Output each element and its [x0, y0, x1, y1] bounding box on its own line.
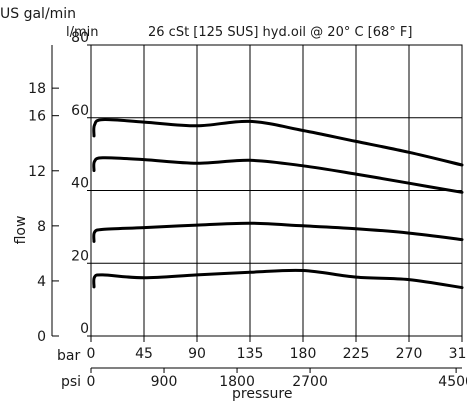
axis-layer: 0459013518022527031502040608004812161809… — [28, 30, 467, 390]
x-tick-label-bar: 0 — [87, 346, 96, 362]
x-tick-label-bar: 90 — [188, 346, 206, 362]
y-tick-label-lpm: 0 — [80, 321, 89, 337]
series-line-3 — [92, 221, 464, 243]
y-axis-title-gpm: US gal/min — [0, 6, 76, 22]
y-tick-label-gpm: 0 — [37, 329, 46, 345]
x-tick-label-bar: 135 — [237, 346, 264, 362]
x-tick-label-psi: 4500 — [438, 374, 467, 390]
series-line-1 — [92, 118, 464, 167]
series-layer — [92, 118, 464, 290]
grid-layer — [90, 44, 463, 337]
y-axis-title-lpm: l/min — [66, 25, 99, 40]
x-tick-label-psi: 900 — [151, 374, 178, 390]
series-line-4 — [92, 268, 464, 290]
y-axis-side-label: flow — [13, 216, 29, 245]
y-tick-label-gpm: 12 — [28, 164, 46, 180]
x-tick-label-psi: 0 — [87, 374, 96, 390]
x-tick-label-psi: 1800 — [219, 374, 255, 390]
x-tick-label-bar: 45 — [135, 346, 153, 362]
x-tick-label-bar: 270 — [396, 346, 423, 362]
y-tick-label-gpm: 16 — [28, 109, 46, 125]
x-tick-label-psi: 2700 — [292, 374, 328, 390]
x-axis-title: pressure — [232, 386, 292, 402]
x-tick-label-bar: 180 — [290, 346, 317, 362]
y-tick-label-lpm: 80 — [71, 30, 89, 46]
y-tick-label-gpm: 8 — [37, 219, 46, 235]
series-line-2 — [92, 156, 464, 194]
y-tick-label-lpm: 20 — [71, 248, 89, 264]
y-tick-label-lpm: 40 — [71, 176, 89, 192]
y-tick-label-gpm: 4 — [37, 274, 46, 290]
chart-title: 26 cSt [125 SUS] hyd.oil @ 20° C [68° F] — [148, 25, 412, 40]
label-layer: US gal/min l/min 26 cSt [125 SUS] hyd.oi… — [0, 6, 412, 402]
y-tick-label-lpm: 60 — [71, 103, 89, 119]
x-unit-bar-label: bar — [57, 348, 80, 364]
x-unit-psi-label: psi — [61, 374, 81, 390]
y-tick-label-gpm: 18 — [28, 81, 46, 97]
x-tick-label-bar: 225 — [343, 346, 370, 362]
x-tick-label-bar: 315 — [449, 346, 467, 362]
